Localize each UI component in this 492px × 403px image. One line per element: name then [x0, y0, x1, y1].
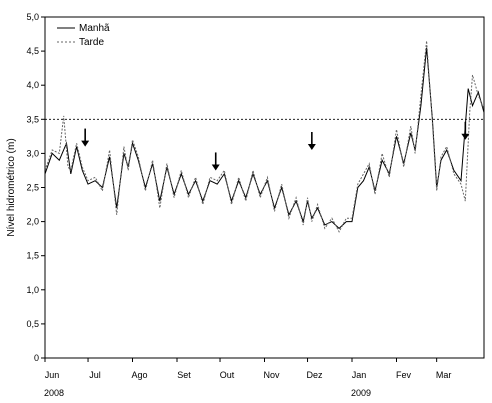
- x-tick-label: Set: [177, 370, 191, 380]
- y-axis-ticks: 0 0,5 1,0 1,5 2,0 2,5 3,0 3,5 4,0 4,5 5,0: [26, 12, 45, 363]
- y-tick-label: 2,0: [26, 217, 39, 227]
- arrow-head: [461, 133, 470, 140]
- y-tick-label: 5,0: [26, 12, 39, 22]
- y-tick-label: 4,0: [26, 80, 39, 90]
- legend: Manhã Tarde: [57, 23, 110, 48]
- legend-label-manha: Manhã: [79, 23, 110, 34]
- y-tick-label: 3,0: [26, 148, 39, 158]
- year-label: 2009: [351, 388, 371, 398]
- y-tick-label: 1,0: [26, 285, 39, 295]
- x-axis-ticks: Jun Jul Ago Set Out Nov Dez Jan Fev Mar 2008 2009: [44, 358, 451, 398]
- x-tick-label: Nov: [263, 370, 280, 380]
- x-tick-label: Dez: [307, 370, 324, 380]
- x-tick-label: Ago: [132, 370, 148, 380]
- x-tick-label: Mar: [436, 370, 452, 380]
- x-tick-label: Fev: [396, 370, 412, 380]
- legend-label-tarde: Tarde: [79, 37, 104, 48]
- arrow-markers: [81, 121, 470, 171]
- y-tick-label: 0: [34, 353, 39, 363]
- year-label: 2008: [44, 388, 64, 398]
- y-tick-label: 2,5: [26, 183, 39, 193]
- x-tick-label: Jan: [352, 370, 367, 380]
- series-group: [44, 40, 485, 233]
- series-line-tarde: [44, 40, 485, 233]
- plot-frame: [44, 16, 485, 359]
- x-tick-label: Jul: [89, 370, 101, 380]
- series-line-manha: [44, 47, 485, 230]
- y-axis-title: Nível hidrométrico (m): [6, 138, 17, 236]
- y-tick-label: 4,5: [26, 46, 39, 56]
- arrow-head: [81, 140, 90, 147]
- x-tick-label: Jun: [45, 370, 60, 380]
- arrow-head: [307, 143, 316, 150]
- y-tick-label: 3,5: [26, 114, 39, 124]
- x-tick-label: Out: [220, 370, 235, 380]
- y-tick-label: 0,5: [26, 319, 39, 329]
- arrow-head: [211, 164, 220, 171]
- y-tick-label: 1,5: [26, 251, 39, 261]
